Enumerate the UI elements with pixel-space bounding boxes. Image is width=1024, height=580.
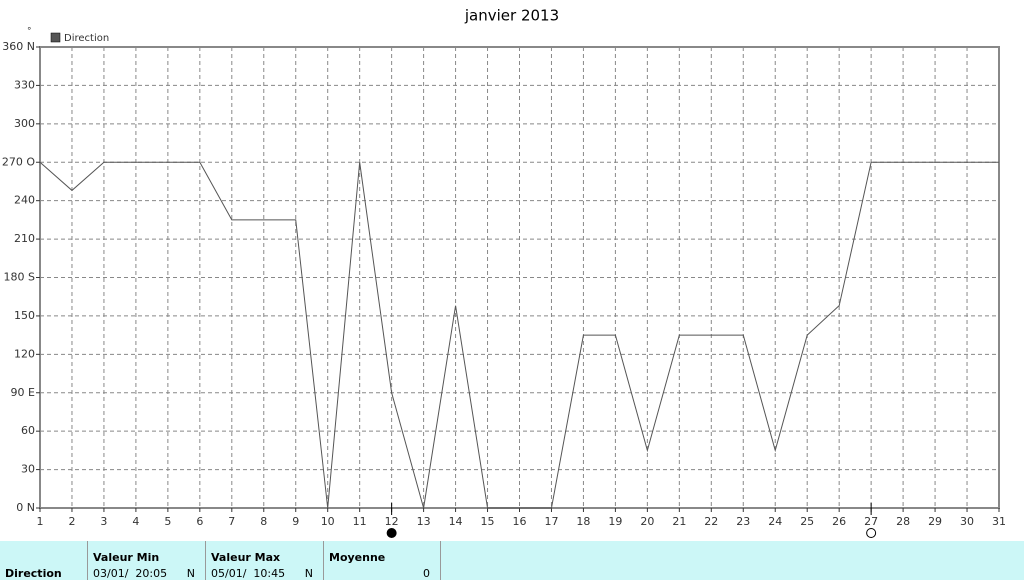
x-tick-label: 15 [481,515,495,528]
x-tick-label: 29 [928,515,942,528]
summary-value: 03/01/ 20:05 [93,567,168,580]
y-tick-label: 0 N [16,501,35,514]
x-tick-label: 7 [228,515,235,528]
y-tick-label: 240 [14,194,35,207]
summary-label-cell: Direction [0,541,88,580]
moon-marker [386,528,397,538]
x-tick-label: 11 [353,515,367,528]
summary-header: Moyenne [329,551,386,564]
x-tick-label: 27 [864,515,878,528]
x-tick-label: 25 [800,515,814,528]
y-tick-label: 330 [14,78,35,91]
x-tick-label: 13 [417,515,431,528]
summary-cell: Valeur Min 03/01/ 20:05 N [88,541,206,580]
x-tick-label: 8 [260,515,267,528]
line [39,161,999,509]
y-unit: ° [27,27,32,37]
summary-unit: N [186,567,195,580]
summary-cell: Moyenne 0 [324,541,441,580]
y-tick-label: 150 [14,309,35,322]
x-tick-label: 23 [736,515,750,528]
x-tick-label: 1 [37,515,44,528]
x-tick-label: 6 [196,515,203,528]
legend-label: Direction [64,33,109,44]
moon-marker [866,528,877,538]
y-tick-label: 180 S [4,271,35,284]
x-tick-label: 10 [321,515,335,528]
summary-value: 0 [423,567,430,580]
x-tick-label: 18 [576,515,590,528]
y-tick-label: 90 E [11,386,35,399]
chart-title: janvier 2013 [464,7,559,25]
x-tick-label: 16 [513,515,527,528]
summary-label: Direction [5,567,62,580]
y-tick-label: 120 [14,347,35,360]
x-tick-label: 21 [672,515,686,528]
x-tick-label: 24 [768,515,782,528]
x-tick-label: 4 [132,515,139,528]
x-tick-label: 30 [960,515,974,528]
x-tick-label: 17 [544,515,558,528]
x-tick-label: 9 [292,515,299,528]
summary-cell: Valeur Max 05/01/ 10:45 N [206,541,324,580]
x-tick-label: 19 [608,515,622,528]
summary-bar: Direction Valeur Min 03/01/ 20:05 N Valeur M… [0,541,1024,580]
y-tick-label: 300 [14,117,35,130]
y-tick-label: 210 [14,232,35,245]
x-tick-label: 20 [640,515,654,528]
summary-header: Valeur Min [93,551,160,564]
summary-unit: N [304,567,313,580]
x-tick-label: 12 [385,515,399,528]
y-tick-label: 60 [21,424,35,437]
y-tick-label: 270 O [2,155,35,168]
x-tick-label: 14 [449,515,463,528]
x-tick-label: 2 [68,515,75,528]
x-tick-label: 28 [896,515,910,528]
legend-swatch [50,32,61,43]
x-tick-label: 5 [164,515,171,528]
x-tick-label: 31 [992,515,1006,528]
y-tick-label: 30 [21,463,35,476]
summary-header: Valeur Max [211,551,281,564]
y-tick-label: 360 N [2,40,35,53]
summary-value: 05/01/ 10:45 [211,567,286,580]
x-tick-label: 26 [832,515,846,528]
x-tick-label: 22 [704,515,718,528]
x-tick-label: 3 [100,515,107,528]
